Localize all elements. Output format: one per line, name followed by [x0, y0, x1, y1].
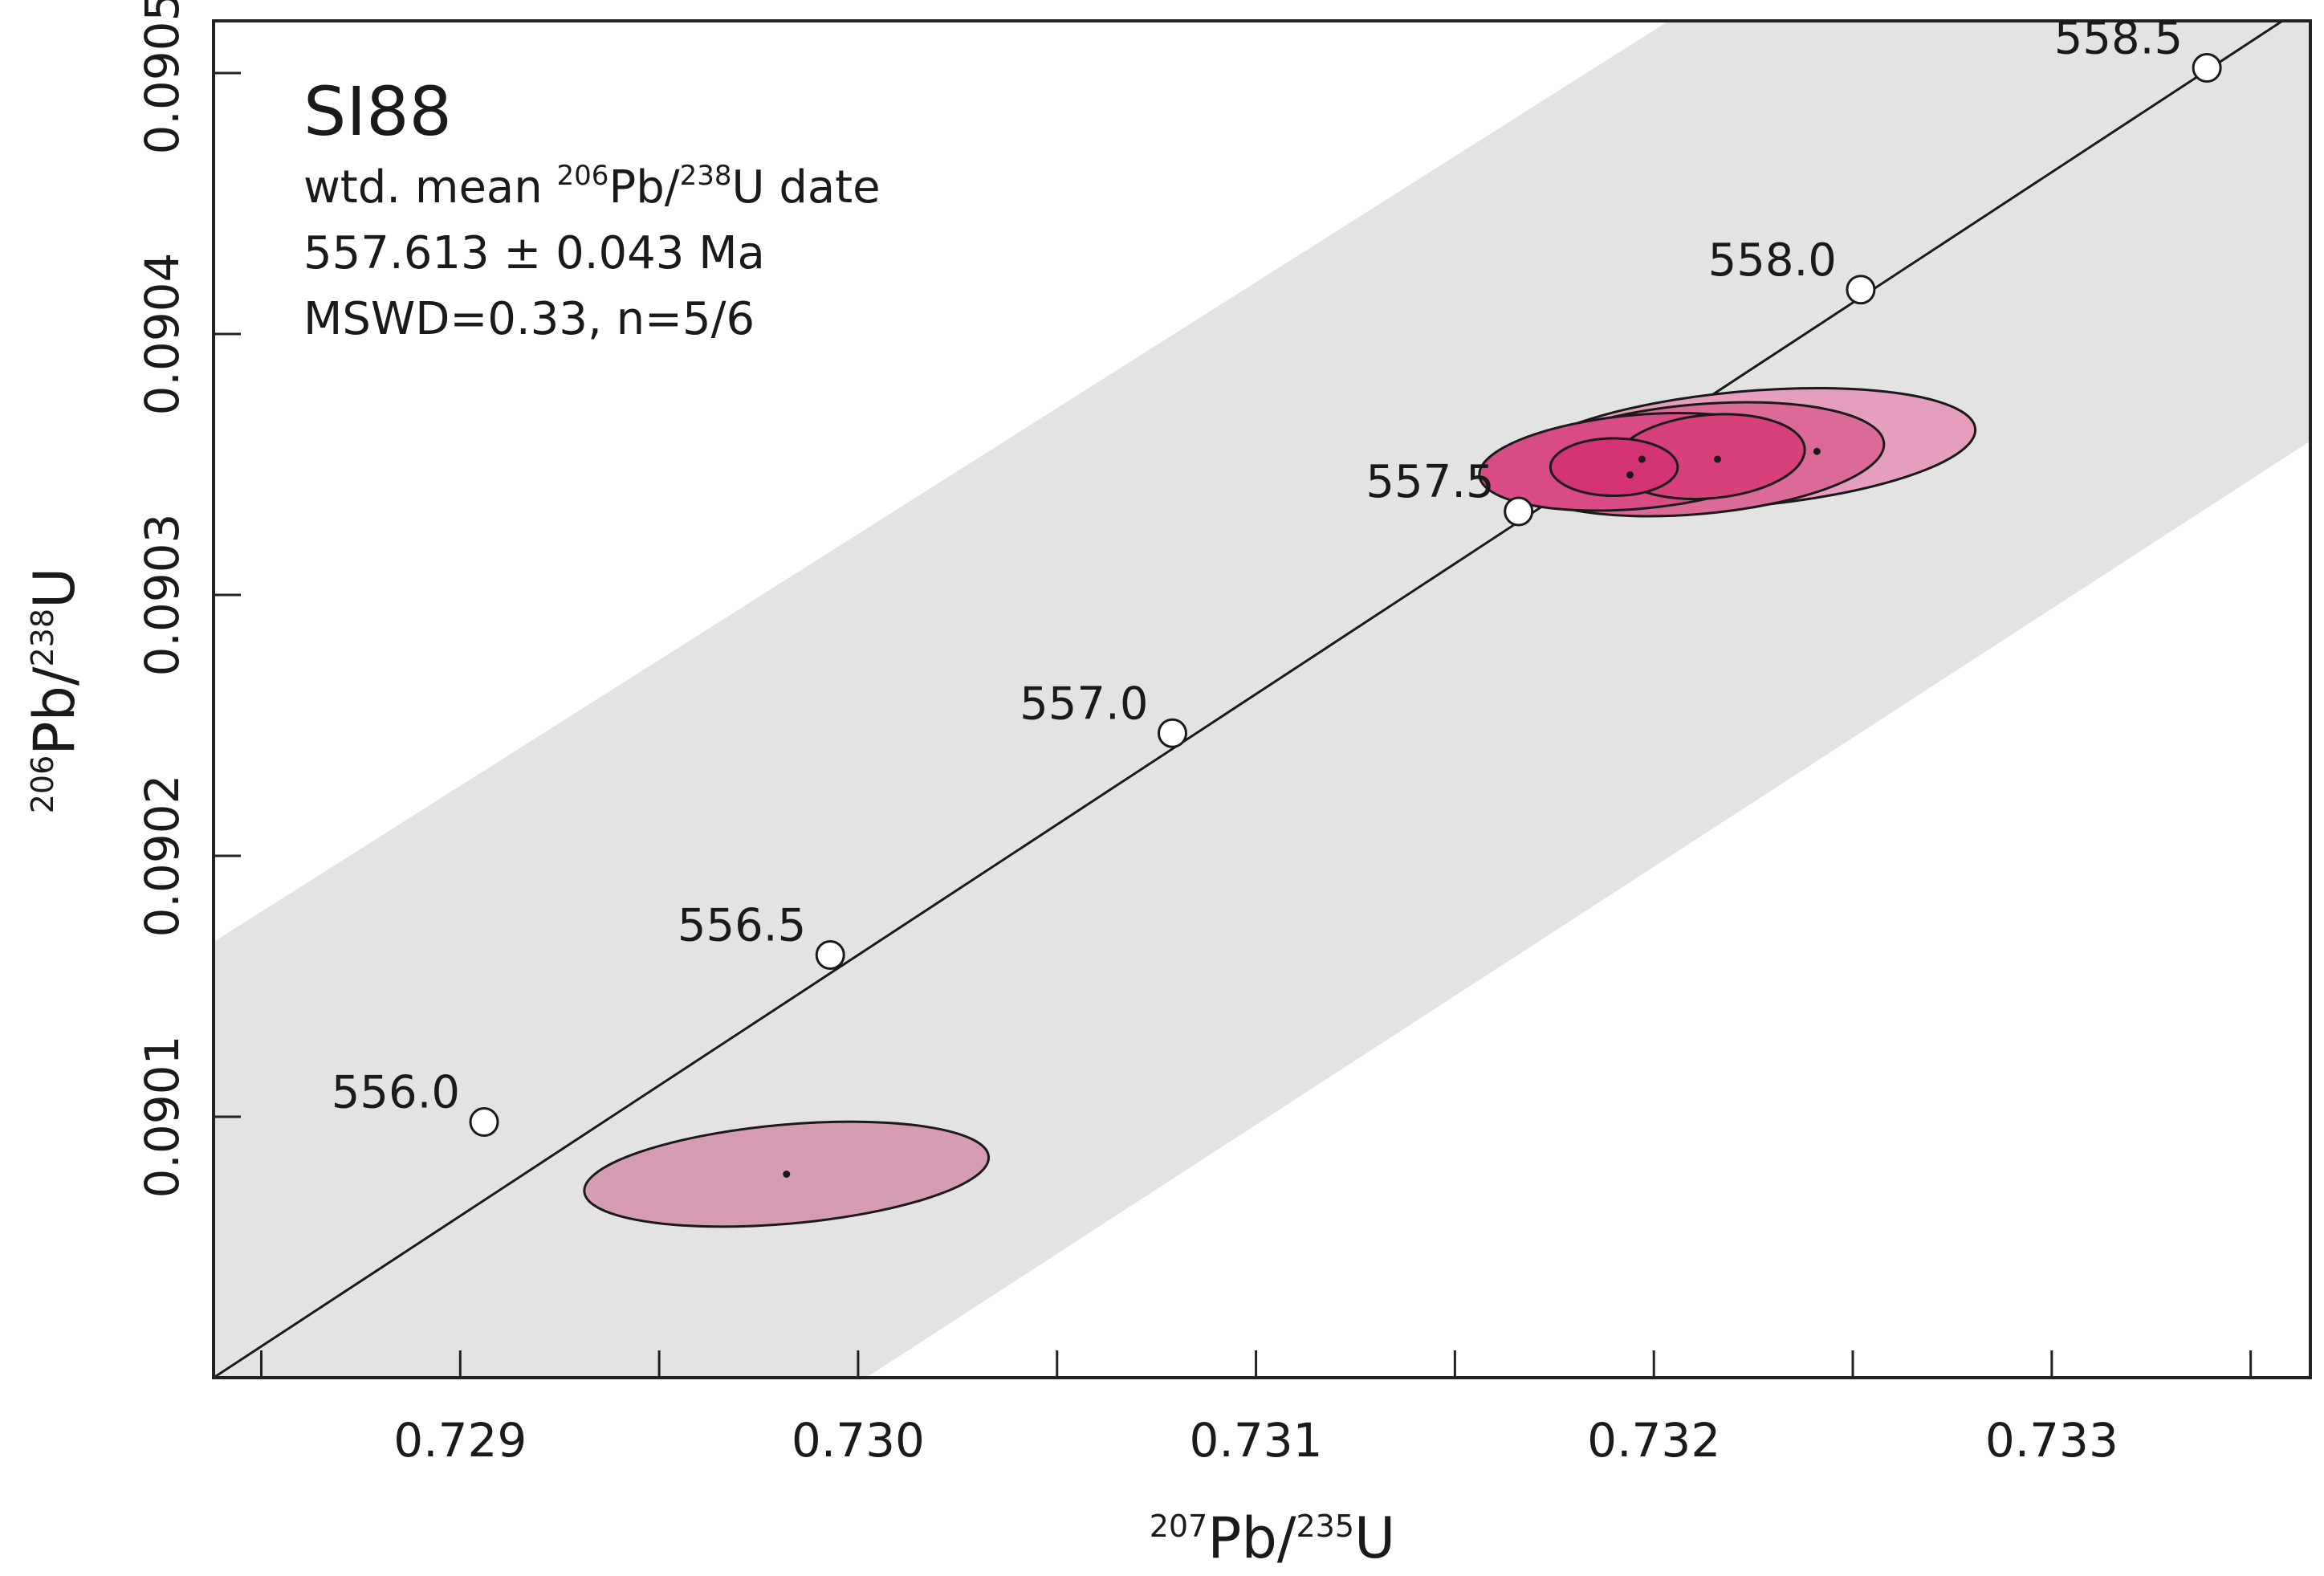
x-tick-label: 0.731	[1190, 1413, 1323, 1468]
y-tick-label: 0.0903	[135, 514, 189, 677]
x-tick-label: 0.729	[393, 1413, 527, 1468]
ellipse-center-point	[783, 1171, 791, 1178]
x-tick-label: 0.730	[792, 1413, 925, 1468]
concordia-age-marker	[469, 1107, 499, 1137]
ellipse-center-point	[1638, 455, 1646, 463]
wtd-mean-line: wtd. mean 206Pb/238U date	[303, 160, 881, 214]
age-label: 557.0	[1020, 678, 1148, 730]
y-tick-label: 0.0902	[135, 775, 189, 938]
y-axis-title: 206Pb/238U	[22, 568, 88, 814]
ellipse-center-point	[1813, 447, 1821, 455]
age-label: 556.0	[332, 1067, 460, 1119]
concordia-age-marker	[815, 940, 845, 970]
error-ellipse-z5	[1549, 437, 1679, 497]
x-tick-label: 0.732	[1587, 1413, 1720, 1468]
concordia-age-marker	[1846, 275, 1876, 305]
ellipse-center-point	[1626, 471, 1634, 479]
concordia-age-marker	[2192, 53, 2222, 83]
y-tick-label: 0.0904	[135, 253, 189, 416]
concordia-curve	[214, 21, 2285, 1378]
age-label: 558.5	[2054, 13, 2183, 65]
date-value: 557.613 ± 0.043 Ma	[303, 227, 765, 279]
concordia-age-marker	[1157, 718, 1187, 748]
ellipse-center-point	[1714, 455, 1722, 463]
age-label: 558.0	[1708, 234, 1837, 287]
x-axis-title: 207Pb/235U	[1150, 1505, 1396, 1571]
age-label: 557.5	[1366, 456, 1494, 508]
concordia-age-marker	[1504, 496, 1534, 527]
plot-frame	[212, 19, 2312, 1379]
mswd-value: MSWD=0.33, n=5/6	[303, 293, 755, 345]
y-tick-label: 0.0905	[135, 0, 189, 154]
sample-title: SI88	[303, 72, 452, 151]
age-label: 556.5	[678, 900, 806, 952]
x-tick-label: 0.733	[1985, 1413, 2118, 1468]
uncertainty-band	[214, 21, 2310, 1378]
y-tick-label: 0.0901	[135, 1036, 189, 1199]
